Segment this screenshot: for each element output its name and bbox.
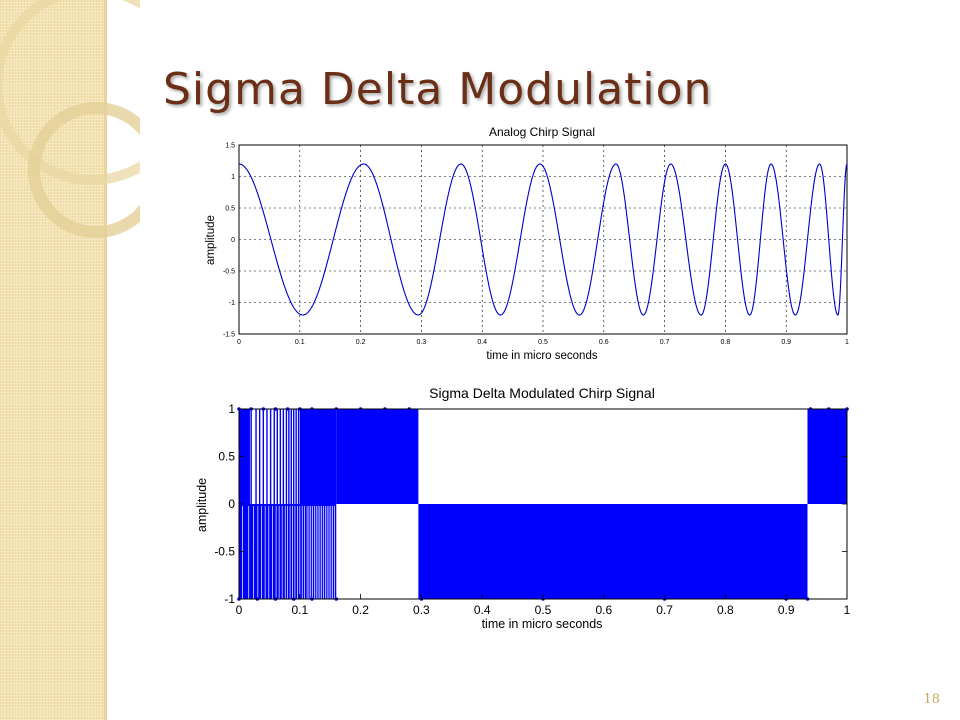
x-tick-label: 0.2 bbox=[352, 603, 369, 617]
x-axis-label: time in micro seconds bbox=[486, 350, 597, 362]
y-tick-label: 1.5 bbox=[225, 143, 235, 150]
x-tick-label: 0.9 bbox=[778, 603, 795, 617]
x-tick-label: 0.6 bbox=[599, 339, 609, 346]
chart-grid bbox=[238, 144, 848, 335]
x-tick-label: 0 bbox=[237, 339, 241, 346]
positive-block bbox=[336, 409, 419, 504]
x-tick-label: 0.8 bbox=[717, 603, 734, 617]
chart-title: Sigma Delta Modulated Chirp Signal bbox=[429, 385, 655, 401]
x-tick-label: 0.1 bbox=[291, 603, 308, 617]
x-axis-ticks: 0 0.1 0.2 0.3 0.4 0.5 0.6 0.7 0.8 0.9 1 bbox=[237, 339, 849, 346]
x-tick-label: 0.7 bbox=[656, 603, 673, 617]
x-tick-label: 1 bbox=[844, 603, 851, 617]
x-tick-label: 0 bbox=[236, 603, 243, 617]
x-tick-label: 0.4 bbox=[474, 603, 491, 617]
chart-title: Analog Chirp Signal bbox=[489, 125, 595, 139]
y-axis-label: amplitude bbox=[205, 215, 217, 265]
deco-circle-large bbox=[0, 0, 140, 185]
y-tick-label: 0.5 bbox=[225, 206, 235, 213]
oscillation-upper-fill bbox=[239, 409, 250, 504]
x-tick-label: 1 bbox=[845, 339, 849, 346]
x-axis-label: time in micro seconds bbox=[482, 617, 603, 631]
band-edge-line bbox=[104, 0, 107, 720]
y-tick-label: 0.5 bbox=[218, 450, 235, 464]
series-line-chirp bbox=[238, 163, 848, 316]
x-tick-label: 0.3 bbox=[417, 339, 427, 346]
x-axis-ticks: 0 0.1 0.2 0.3 0.4 0.5 0.6 0.7 0.8 0.9 1 bbox=[236, 594, 851, 617]
x-tick-label: 0.4 bbox=[477, 339, 487, 346]
y-axis-ticks: -1 -0.5 0 0.5 1 bbox=[214, 402, 847, 606]
x-tick-label: 0.7 bbox=[660, 339, 670, 346]
chart-sigma-delta: Sigma Delta Modulated Chirp Signal 0 0.1 0… bbox=[195, 385, 851, 631]
y-tick-label: -1.5 bbox=[223, 332, 235, 339]
deco-circle-small bbox=[28, 102, 140, 238]
slide-title: Sigma Delta Modulation bbox=[163, 64, 713, 115]
plot-frame bbox=[238, 144, 848, 335]
negative-block bbox=[418, 504, 808, 599]
y-tick-label: -0.5 bbox=[214, 545, 235, 559]
x-tick-label: 0.8 bbox=[721, 339, 731, 346]
x-tick-label: 0.2 bbox=[356, 339, 366, 346]
y-tick-label: 1 bbox=[228, 402, 235, 416]
series-modulated-signal bbox=[237, 407, 849, 601]
decorative-circles bbox=[0, 0, 140, 238]
y-axis-label: amplitude bbox=[195, 478, 209, 532]
positive-block bbox=[807, 409, 847, 504]
x-tick-label: 0.1 bbox=[295, 339, 305, 346]
slide-number: 18 bbox=[923, 692, 940, 707]
y-tick-label: -1 bbox=[224, 592, 235, 606]
y-axis-ticks: -1.5 -1 -0.5 0 0.5 1 1.5 bbox=[223, 143, 235, 339]
chart-analog-chirp: Analog Chirp Signal 0 0.1 0.2 0.3 0.4 0.5 0.6 0… bbox=[205, 125, 849, 362]
y-tick-label: -0.5 bbox=[223, 269, 235, 276]
x-tick-label: 0.9 bbox=[781, 339, 791, 346]
x-tick-label: 0.6 bbox=[595, 603, 612, 617]
x-tick-label: 0.3 bbox=[413, 603, 430, 617]
y-tick-label: 0 bbox=[231, 237, 235, 244]
x-tick-label: 0.5 bbox=[538, 339, 548, 346]
x-tick-label: 0.5 bbox=[535, 603, 552, 617]
y-tick-label: 1 bbox=[231, 174, 235, 181]
y-tick-label: 0 bbox=[228, 497, 235, 511]
y-tick-label: -1 bbox=[229, 300, 235, 307]
